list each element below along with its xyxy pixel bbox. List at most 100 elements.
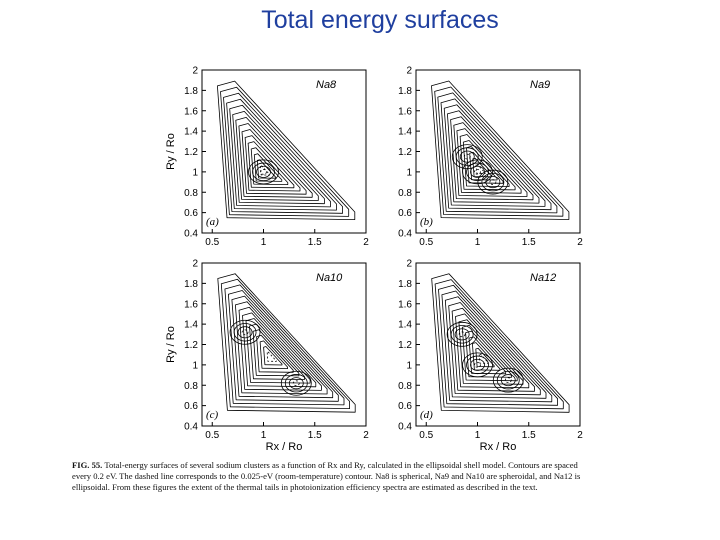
contour-line xyxy=(459,134,516,191)
minimum-contour xyxy=(292,380,300,387)
panel-label: (d) xyxy=(420,409,433,421)
minimum-contour xyxy=(462,159,493,185)
y-tick-label: 0.4 xyxy=(398,422,412,433)
y-tick-label: 1.8 xyxy=(398,86,412,97)
x-axis-title: Rx / Ro xyxy=(480,441,517,450)
y-tick-label: 1.4 xyxy=(398,320,412,331)
contour-line xyxy=(431,273,570,413)
minimum-contour xyxy=(446,321,478,347)
minimum-contour xyxy=(470,358,485,371)
y-tick-label: 0.6 xyxy=(398,401,412,412)
cluster-label: Na10 xyxy=(316,272,343,284)
contour-line xyxy=(475,163,486,174)
y-tick-label: 2 xyxy=(192,259,198,270)
minimum-contour xyxy=(237,326,253,339)
y-tick-label: 0.4 xyxy=(398,229,412,240)
contour-line xyxy=(475,347,495,368)
y-tick-label: 0.8 xyxy=(184,188,198,199)
contour-line xyxy=(228,290,339,402)
minimum-contour xyxy=(241,329,249,336)
minimum-contour xyxy=(256,165,271,178)
minimum-contour xyxy=(500,374,516,387)
contour-panel-na8: 0.5 1 1.5 2 0.4 0.6 0.8 1 1.2 1.4 1.6 1.8 2 (a) Na8 Ry … xyxy=(165,66,369,249)
contour-line xyxy=(434,86,564,217)
contour-line xyxy=(232,111,325,205)
contour-line xyxy=(431,80,570,220)
minimum-contour xyxy=(260,169,267,175)
minimum-contour xyxy=(248,159,279,185)
x-tick-label: 2 xyxy=(577,430,583,441)
minimum-contour xyxy=(454,328,470,341)
contour-line xyxy=(250,147,289,185)
y-tick-label: 1.8 xyxy=(184,86,198,97)
x-tick-label: 2 xyxy=(363,237,369,248)
contour-line xyxy=(242,312,317,388)
contour-line xyxy=(223,92,343,214)
contour-line xyxy=(448,302,541,396)
minimum-contour xyxy=(458,331,466,338)
contour-line xyxy=(263,346,283,366)
caption-text: Total-energy surfaces of several sodium … xyxy=(72,460,581,492)
minimum-contour xyxy=(288,377,304,390)
y-tick-label: 1.4 xyxy=(184,320,198,331)
x-tick-label: 1 xyxy=(261,430,267,441)
y-tick-label: 0.4 xyxy=(184,229,198,240)
y-tick-label: 1 xyxy=(406,167,412,178)
y-tick-label: 0.6 xyxy=(184,208,198,219)
y-tick-label: 1.8 xyxy=(398,279,412,290)
contour-panel-na12: 0.5 1 1.5 2 0.4 0.6 0.8 1 1.2 1.4 1.6 1.8 2 (d) Na12 Rx… xyxy=(398,259,583,451)
contour-panel-na9: 0.5 1 1.5 2 0.4 0.6 0.8 1 1.2 1.4 1.6 1.8 2 (b) Na9 xyxy=(398,66,583,249)
contour-figure: 0.5 1 1.5 2 0.4 0.6 0.8 1 1.2 1.4 1.6 1.8 2 (a) Na8 Ry … xyxy=(160,58,590,451)
contour-line xyxy=(231,295,334,399)
y-tick-label: 1 xyxy=(406,360,412,371)
minimum-contour xyxy=(477,169,509,195)
contour-line xyxy=(472,342,501,371)
y-tick-label: 1.6 xyxy=(398,106,412,117)
minimum-contour xyxy=(470,165,485,178)
contour-line xyxy=(441,290,553,403)
minimum-contour xyxy=(284,374,308,393)
x-tick-label: 0.5 xyxy=(205,237,219,248)
y-tick-label: 0.8 xyxy=(398,188,412,199)
x-tick-label: 0.5 xyxy=(419,430,433,441)
contour-line xyxy=(450,116,534,201)
x-tick-label: 1.5 xyxy=(522,237,536,248)
cluster-label: Na9 xyxy=(530,79,550,91)
x-tick-label: 0.5 xyxy=(205,430,219,441)
contour-line xyxy=(453,122,528,197)
contour-line xyxy=(438,284,558,406)
x-tick-label: 1 xyxy=(475,237,481,248)
x-tick-label: 1.5 xyxy=(522,430,536,441)
y-tick-label: 0.8 xyxy=(184,381,198,392)
contour-line xyxy=(437,92,558,214)
cluster-label: Na12 xyxy=(530,272,556,284)
x-tick-label: 2 xyxy=(577,237,583,248)
cluster-label: Na8 xyxy=(316,79,337,91)
minimum-contour xyxy=(455,147,479,166)
caption-label: FIG. 55. xyxy=(72,460,103,470)
contour-line xyxy=(241,129,307,195)
panel-label: (b) xyxy=(420,216,433,228)
contour-line xyxy=(256,159,277,179)
minimum-contour xyxy=(462,352,493,378)
minimum-contour xyxy=(466,162,489,182)
x-tick-label: 1 xyxy=(261,237,267,248)
y-axis-title: Ry / Ro xyxy=(165,326,177,363)
contour-line xyxy=(217,80,356,220)
y-tick-label: 2 xyxy=(406,259,412,270)
contour-line xyxy=(220,278,350,409)
y-tick-label: 1 xyxy=(192,167,198,178)
minimum-contour xyxy=(233,323,257,342)
minimum-contour xyxy=(280,370,312,396)
contour-line xyxy=(447,110,540,204)
contour-line xyxy=(434,279,564,410)
minimum-contour xyxy=(229,319,261,345)
contour-line xyxy=(238,306,322,391)
contour-line xyxy=(235,117,319,201)
contour-line xyxy=(220,86,350,217)
minimum-contour xyxy=(459,150,475,163)
x-tick-label: 1 xyxy=(475,430,481,441)
x-tick-label: 2 xyxy=(363,430,369,441)
contour-line xyxy=(444,296,547,399)
contour-line xyxy=(461,325,518,382)
